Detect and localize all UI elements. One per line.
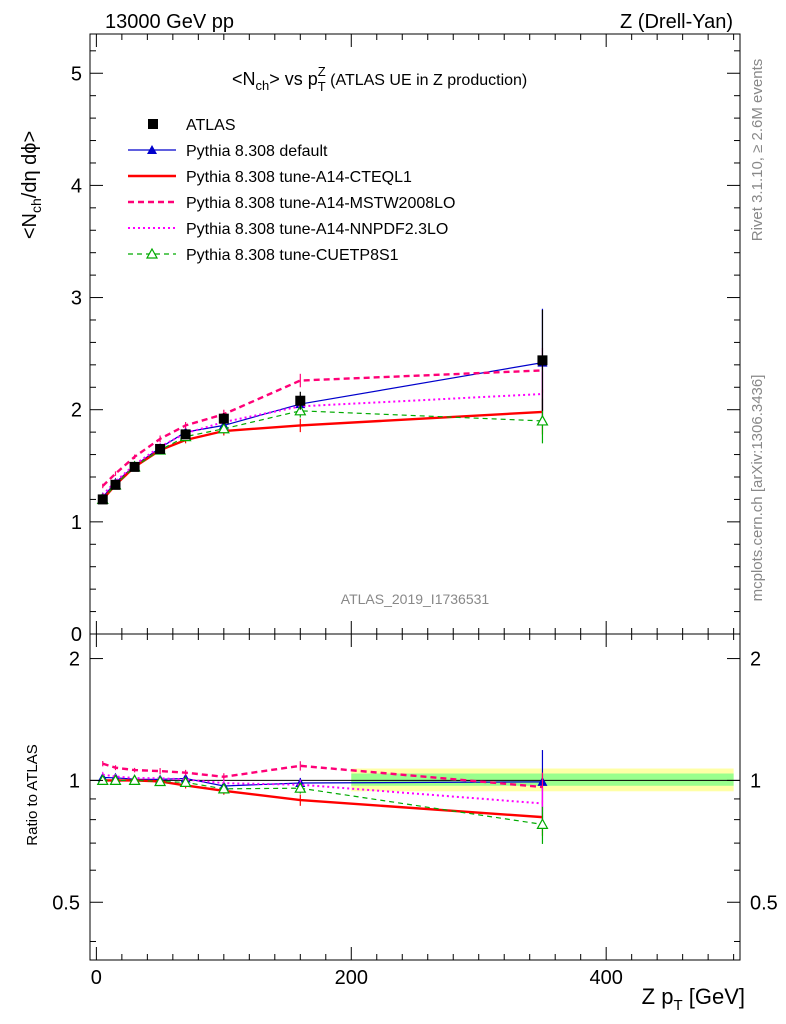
ratio-series-marker (154, 775, 167, 787)
y-tick-label: 3 (71, 288, 82, 310)
legend-label: Pythia 8.308 tune-A14-NNPDF2.3LO (186, 221, 448, 238)
header-right: Z (Drell-Yan) (620, 11, 733, 33)
data-point (180, 429, 191, 440)
x-axis-label: Z pT [GeV] (642, 984, 745, 1014)
mcplots-source-label: mcplots.cern.ch [arXiv:1306.3436] (749, 375, 766, 602)
axes: 0 200 400 0 1 2 3 4 5 0.5 1 2 0.5 1 2 (52, 33, 778, 989)
chart-title: <Nch> vs pTZ (ATLAS UE in Z production) (232, 64, 527, 94)
y-axis-label: <Nch/dη dϕ> (19, 131, 44, 239)
legend-label: ATLAS (186, 117, 236, 134)
y-tick-label: 4 (71, 175, 82, 197)
series-0 (97, 308, 548, 502)
legend-marker-data (148, 119, 158, 129)
ratio-series-marker (109, 774, 122, 786)
legend-label: Pythia 8.308 tune-A14-MSTW2008LO (186, 195, 455, 212)
ratio-series-4 (96, 774, 549, 844)
y-tick-label: 1 (71, 512, 82, 534)
data-point (218, 413, 229, 424)
legend-label: Pythia 8.308 default (186, 143, 328, 160)
legend-marker-0 (147, 145, 157, 154)
legend-label: Pythia 8.308 tune-A14-CTEQL1 (186, 169, 412, 186)
main-panel (96, 308, 549, 505)
ratio-y-tick-label: 2 (69, 649, 80, 671)
ratio-frame (89, 633, 741, 961)
ratio-series-marker (536, 818, 549, 829)
data-point (97, 494, 108, 505)
data-point (129, 461, 140, 472)
analysis-watermark: ATLAS_2019_I1736531 (341, 591, 490, 607)
legend: ATLAS Pythia 8.308 default Pythia 8.308 tu… (128, 117, 455, 264)
series-line-0 (102, 362, 543, 498)
data-point (295, 395, 306, 406)
series-marker (536, 414, 549, 426)
x-tick-label: 0 (91, 967, 102, 989)
legend-label: Pythia 8.308 tune-CUETP8S1 (186, 247, 399, 264)
header-left: 13000 GeV pp (105, 11, 234, 33)
x-tick-label: 200 (335, 967, 368, 989)
ratio-series-marker (128, 774, 141, 786)
ratio-y-tick-label-right: 2 (750, 649, 761, 671)
ratio-series-marker (217, 782, 230, 794)
ratio-y-axis-label: Ratio to ATLAS (24, 744, 41, 845)
series-line-1 (101, 410, 543, 501)
legend-marker-4 (145, 247, 159, 259)
ratio-series-marker (294, 781, 307, 793)
series-line-4 (102, 410, 543, 500)
data-point (110, 479, 121, 490)
ratio-series-line-2 (102, 762, 543, 789)
data-point (155, 443, 166, 454)
ratio-series-marker (96, 774, 109, 786)
series-line-2 (101, 369, 543, 487)
ratio-y-tick-label-right: 0.5 (750, 892, 778, 914)
ratio-y-tick-label: 0.5 (52, 892, 80, 914)
data-point (537, 355, 548, 366)
rivet-version-label: Rivet 3.1.10, ≥ 2.6M events (749, 59, 766, 242)
ratio-y-tick-label-right: 1 (750, 770, 761, 792)
ratio-series-marker (179, 776, 192, 787)
y-tick-label: 0 (71, 624, 82, 646)
y-tick-label: 5 (71, 63, 82, 85)
x-tick-label: 400 (589, 967, 622, 989)
atlas-data (97, 309, 548, 505)
ratio-y-tick-label: 1 (69, 770, 80, 792)
series-marker (217, 422, 230, 434)
series-marker (294, 404, 307, 416)
ratio-series-line-3 (102, 773, 543, 805)
y-tick-label: 2 (71, 400, 82, 422)
series-line-3 (102, 393, 543, 496)
ratio-panel (90, 750, 740, 844)
